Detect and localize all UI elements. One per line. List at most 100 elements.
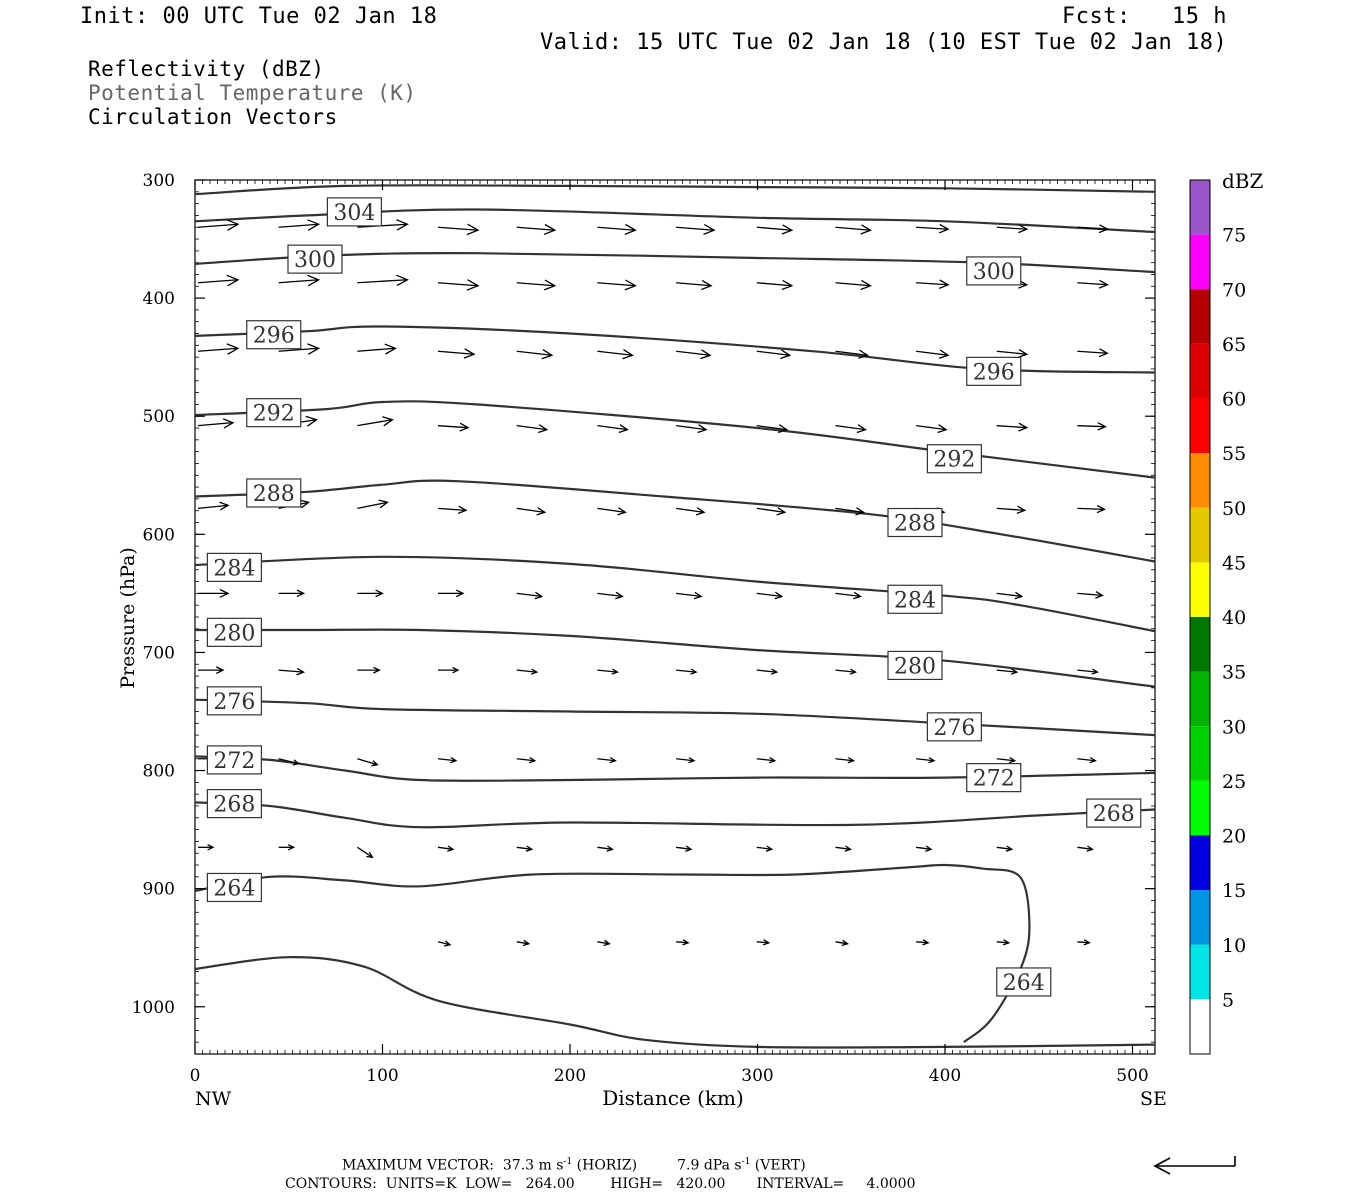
colorbar-label: 25 — [1222, 771, 1246, 793]
circulation-vector — [597, 424, 629, 434]
colorbar-label: 40 — [1222, 607, 1246, 629]
contour-label: 280 — [887, 650, 943, 681]
theta-contour-288 — [195, 479, 1155, 563]
contour-label: 276 — [926, 712, 982, 742]
circulation-vector — [597, 591, 624, 600]
circulation-vector — [835, 939, 849, 947]
theta-contours — [195, 184, 1155, 1049]
circulation-vector — [437, 845, 455, 852]
circulation-vector — [278, 844, 296, 851]
circulation-vector — [438, 589, 465, 598]
svg-text:292: 292 — [253, 402, 295, 427]
svg-text:280: 280 — [894, 654, 936, 679]
circulation-vector — [756, 424, 789, 434]
circulation-vector — [916, 845, 933, 852]
circulation-vector — [676, 939, 690, 946]
forecast-hour-text: Fcst: 15 h — [1062, 4, 1227, 29]
y-tick-label: 1000 — [132, 998, 175, 1018]
x-axis-right-end-label: SE — [1140, 1088, 1167, 1110]
circulation-vector — [438, 666, 460, 674]
colorbar-segment — [1190, 999, 1210, 1054]
colorbar-label: 60 — [1222, 389, 1246, 411]
circulation-vector — [916, 424, 948, 434]
contour-labels: 304 300 300 296 296 292 292 288 288 284 284 280 280 2… — [206, 197, 1142, 997]
circulation-vector — [676, 756, 696, 764]
contours-info-text: CONTOURS: UNITS=K LOW= 264.00 HIGH= 420.… — [285, 1176, 916, 1192]
circulation-vector — [597, 223, 637, 236]
circulation-vector — [357, 343, 397, 355]
colorbar-label: 35 — [1222, 662, 1246, 684]
circulation-vector — [676, 223, 716, 236]
x-tick-label: 100 — [366, 1066, 398, 1086]
circulation-vector — [278, 343, 321, 355]
colorbar-label: 45 — [1222, 552, 1246, 574]
circulation-vector — [597, 507, 627, 516]
colorbar-segment — [1190, 890, 1210, 945]
circulation-vector — [437, 223, 480, 236]
contour-label: 300 — [966, 256, 1022, 286]
contour-label: 296 — [246, 320, 302, 350]
colorbar-segment — [1190, 780, 1210, 836]
y-tick-label: 900 — [143, 880, 175, 900]
x-axis-title: Distance (km) — [602, 1086, 744, 1110]
dbz-colorbar: 5 10 15 20 25 30 35 40 45 50 55 60 65 70 75 — [1189, 125, 1246, 1055]
circulation-vector — [278, 667, 306, 676]
circulation-vector — [437, 940, 452, 947]
theta-contour-272 — [195, 755, 1155, 782]
theta-contour-264 — [195, 863, 1031, 1044]
contour-label: 284 — [206, 552, 262, 582]
x-tick-label: 200 — [554, 1066, 586, 1086]
circulation-vector — [835, 424, 867, 434]
circulation-vector — [597, 668, 619, 675]
colorbar-segment — [1190, 398, 1210, 454]
circulation-vector — [197, 274, 240, 287]
colorbar-unit-label: dBZ — [1222, 169, 1264, 193]
circulation-vector — [756, 845, 774, 852]
contour-label: 264 — [206, 872, 262, 903]
circulation-vector — [357, 219, 409, 231]
contour-label: 288 — [887, 507, 943, 538]
contour-label: 292 — [926, 444, 982, 474]
circulation-vector — [835, 349, 869, 359]
circulation-vector — [1077, 279, 1109, 289]
colorbar-segment — [1190, 453, 1210, 508]
circulation-vector — [437, 756, 458, 764]
circulation-vector — [996, 591, 1024, 600]
circulation-vector — [996, 349, 1029, 358]
plot-frame — [194, 179, 1156, 1055]
svg-text:268: 268 — [213, 793, 255, 818]
contour-label: 272 — [966, 763, 1022, 793]
colorbar-segment — [1190, 125, 1210, 180]
circulation-vector — [835, 668, 857, 675]
circulation-vector — [756, 279, 794, 291]
circulation-vector — [357, 499, 389, 509]
circulation-vector — [597, 845, 614, 852]
colorbar-segment — [1190, 726, 1210, 781]
svg-text:284: 284 — [894, 588, 936, 613]
circulation-vector — [437, 505, 468, 515]
circulation-vector — [516, 591, 544, 600]
colorbar-segment — [1190, 343, 1210, 399]
contour-label: 276 — [206, 686, 262, 716]
y-axis-title: Pressure (hPa) — [117, 547, 139, 689]
svg-text:268: 268 — [1093, 802, 1135, 827]
circulation-vector — [516, 845, 534, 852]
theta-contour-284 — [195, 555, 1155, 633]
circulation-vector — [516, 279, 557, 291]
circulation-vector — [916, 279, 950, 290]
circulation-vector — [437, 279, 480, 291]
circulation-vector — [278, 758, 301, 766]
circulation-vector — [357, 589, 384, 598]
circulation-vector — [197, 501, 230, 511]
contour-label: 296 — [966, 356, 1022, 386]
circulation-vector — [835, 756, 855, 764]
circulation-vector — [516, 223, 557, 236]
maximum-vector-text: MAXIMUM VECTOR: 37.3 m s-1 (HORIZ) 7.9 d… — [342, 1157, 806, 1174]
colorbar-segment — [1190, 234, 1210, 290]
y-tick-label: 300 — [143, 171, 175, 191]
colorbar-segment — [1190, 562, 1210, 617]
svg-text:288: 288 — [894, 512, 936, 537]
circulation-vector — [1077, 348, 1109, 358]
circulation-vector — [676, 507, 706, 516]
svg-text:272: 272 — [973, 767, 1015, 792]
